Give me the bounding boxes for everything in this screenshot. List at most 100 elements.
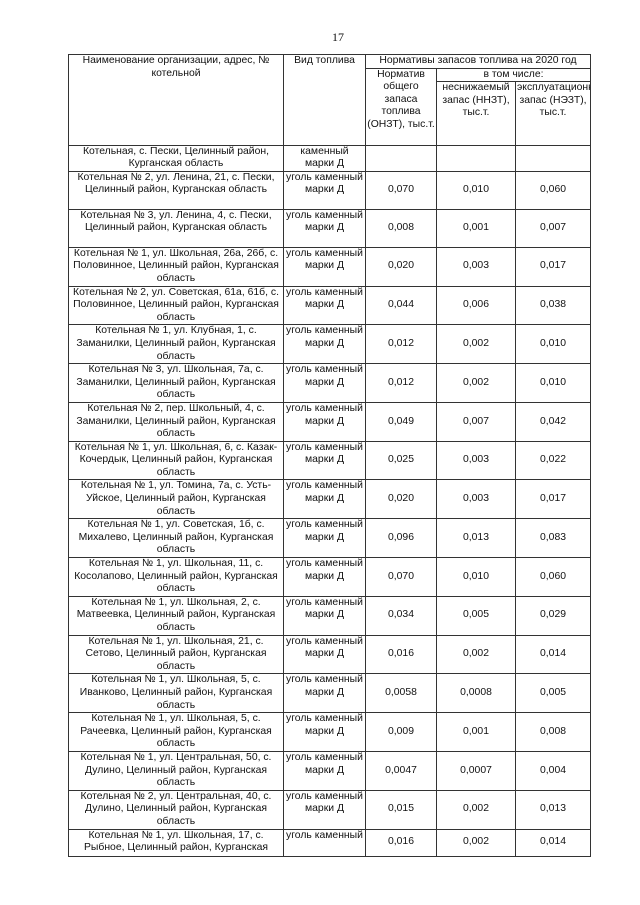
header-nnzt: неснижаемый запас (ННЗТ), тыс.т. — [436, 81, 516, 146]
cell-total: 0,070 — [365, 170, 437, 210]
cell-nnzt: 0,005 — [436, 595, 516, 636]
cell-name: Котельная № 1, ул. Советская, 1б, с. Мих… — [68, 518, 284, 559]
cell-nnzt: 0,002 — [436, 363, 516, 403]
cell-nezt: 0,083 — [514, 518, 592, 559]
cell-nezt — [514, 144, 592, 172]
cell-nezt: 0,022 — [514, 440, 592, 481]
cell-fuel: уголь каменный марки Д — [283, 246, 366, 287]
cell-fuel: уголь каменный марки Д — [283, 750, 366, 791]
cell-nnzt: 0,002 — [436, 789, 516, 830]
cell-fuel: уголь каменный марки Д — [283, 170, 366, 210]
header-row: неснижаемый запас (ННЗТ), тыс.т. эксплуа… — [69, 81, 592, 146]
cell-fuel: уголь каменный марки Д — [283, 324, 366, 365]
cell-name: Котельная № 2, ул. Центральная, 40, с. Д… — [68, 789, 284, 830]
table-row: Котельная № 1, ул. Школьная, 11, с. Косо… — [68, 557, 592, 597]
cell-nnzt: 0,010 — [436, 557, 516, 597]
table-row: Котельная № 1, ул. Школьная, 2, с. Матве… — [68, 595, 592, 636]
cell-nnzt: 0,0008 — [436, 673, 516, 714]
cell-nezt: 0,014 — [514, 828, 592, 857]
table-row: Котельная № 2, пер. Школьный, 4, с. Зама… — [68, 401, 592, 442]
cell-fuel: каменный марки Д — [283, 144, 366, 172]
fuel-reserve-norms-table: Наименование организации, адрес, № котел… — [68, 54, 592, 857]
table-row: Котельная № 1, ул. Школьная, 21, с. Сето… — [68, 634, 592, 675]
cell-fuel: уголь каменный марки Д — [283, 208, 366, 248]
table-row: Котельная № 2, ул. Ленина, 21, с. Пески,… — [68, 170, 592, 210]
table-row: Котельная № 2, ул. Центральная, 40, с. Д… — [68, 789, 592, 830]
cell-nezt: 0,005 — [514, 673, 592, 714]
table-row: Котельная № 1, ул. Советская, 1б, с. Мих… — [68, 518, 592, 559]
cell-fuel: уголь каменный марки Д — [283, 518, 366, 559]
cell-total: 0,009 — [365, 712, 437, 752]
cell-name: Котельная № 1, ул. Школьная, 11, с. Косо… — [68, 557, 284, 597]
cell-nnzt — [436, 144, 516, 172]
header-norms-group: Нормативы запасов топлива на 2020 год — [364, 54, 592, 69]
cell-name: Котельная № 1, ул. Центральная, 50, с. Д… — [68, 750, 284, 791]
cell-nezt: 0,010 — [514, 324, 592, 365]
cell-nnzt: 0,003 — [436, 246, 516, 287]
table-row: Котельная, с. Пески, Целинный район, Кур… — [68, 144, 592, 172]
cell-name: Котельная № 1, ул. Школьная, 6, с. Казак… — [68, 440, 284, 481]
cell-total: 0,025 — [365, 440, 437, 481]
cell-nnzt: 0,003 — [436, 440, 516, 481]
cell-total: 0,012 — [365, 324, 437, 365]
cell-nnzt: 0,010 — [436, 170, 516, 210]
cell-nnzt: 0,002 — [436, 324, 516, 365]
cell-nezt: 0,060 — [514, 170, 592, 210]
cell-total: 0,020 — [365, 479, 437, 520]
cell-nezt: 0,017 — [514, 479, 592, 520]
cell-fuel: уголь каменный марки Д — [283, 401, 366, 442]
cell-total: 0,049 — [365, 401, 437, 442]
table-row: Котельная № 3, ул. Ленина, 4, с. Пески, … — [68, 208, 592, 248]
cell-fuel: уголь каменный марки Д — [283, 634, 366, 675]
cell-fuel: уголь каменный марки Д — [283, 285, 366, 326]
header-including: в том числе: — [435, 67, 592, 83]
cell-fuel: уголь каменный марки Д — [283, 595, 366, 636]
cell-total — [365, 144, 437, 172]
cell-nezt: 0,008 — [514, 712, 592, 752]
cell-nnzt: 0,0007 — [436, 750, 516, 791]
header-fuel: Вид топлива — [283, 54, 366, 146]
cell-name: Котельная № 2, ул. Ленина, 21, с. Пески,… — [68, 170, 284, 210]
header-row: Наименование организации, адрес, № котел… — [68, 54, 592, 146]
table-row: Котельная № 1, ул. Клубная, 1, с. Замани… — [68, 324, 592, 365]
cell-name: Котельная № 1, ул. Школьная, 5, с. Иванк… — [68, 673, 284, 714]
cell-total: 0,034 — [365, 595, 437, 636]
cell-name: Котельная № 2, пер. Школьный, 4, с. Зама… — [68, 401, 284, 442]
cell-total: 0,070 — [365, 557, 437, 597]
cell-nnzt: 0,001 — [436, 712, 516, 752]
header-total: Норматив общего запаса топлива (ОНЗТ), т… — [365, 67, 437, 146]
cell-total: 0,016 — [365, 828, 437, 857]
cell-fuel: уголь каменный — [283, 828, 366, 857]
cell-name: Котельная № 2, ул. Советская, 61а, 61б, … — [68, 285, 284, 326]
cell-total: 0,012 — [365, 363, 437, 403]
cell-name: Котельная № 1, ул. Томина, 7а, с. Усть-У… — [68, 479, 284, 520]
cell-name: Котельная № 1, ул. Клубная, 1, с. Замани… — [68, 324, 284, 365]
cell-total: 0,016 — [365, 634, 437, 675]
table-row: Котельная № 1, ул. Школьная, 17, с. Рыбн… — [68, 828, 592, 857]
table-row: Котельная № 1, ул. Школьная, 6, с. Казак… — [68, 440, 592, 481]
cell-fuel: уголь каменный марки Д — [283, 789, 366, 830]
cell-nezt: 0,010 — [514, 363, 592, 403]
table-row: Котельная № 3, ул. Школьная, 7а, с. Зама… — [68, 363, 592, 403]
cell-total: 0,096 — [365, 518, 437, 559]
table-row: Котельная № 1, ул. Школьная, 5, с. Рачее… — [68, 712, 592, 752]
cell-fuel: уголь каменный марки Д — [283, 712, 366, 752]
cell-name: Котельная, с. Пески, Целинный район, Кур… — [68, 144, 284, 172]
cell-name: Котельная № 3, ул. Школьная, 7а, с. Зама… — [68, 363, 284, 403]
cell-name: Котельная № 1, ул. Школьная, 2, с. Матве… — [68, 595, 284, 636]
cell-name: Котельная № 1, ул. Школьная, 17, с. Рыбн… — [68, 828, 284, 857]
cell-name: Котельная № 1, ул. Школьная, 5, с. Рачее… — [68, 712, 284, 752]
cell-nnzt: 0,006 — [436, 285, 516, 326]
header-name: Наименование организации, адрес, № котел… — [68, 54, 284, 146]
cell-nnzt: 0,003 — [436, 479, 516, 520]
cell-nnzt: 0,002 — [436, 828, 516, 857]
cell-fuel: уголь каменный марки Д — [283, 673, 366, 714]
cell-nezt: 0,042 — [514, 401, 592, 442]
header-nezt: эксплуатационный запас (НЭЗТ), тыс.т. — [514, 81, 592, 146]
cell-total: 0,044 — [365, 285, 437, 326]
cell-nezt: 0,060 — [514, 557, 592, 597]
cell-nnzt: 0,007 — [436, 401, 516, 442]
cell-total: 0,0058 — [365, 673, 437, 714]
cell-fuel: уголь каменный марки Д — [283, 363, 366, 403]
cell-nezt: 0,014 — [514, 634, 592, 675]
